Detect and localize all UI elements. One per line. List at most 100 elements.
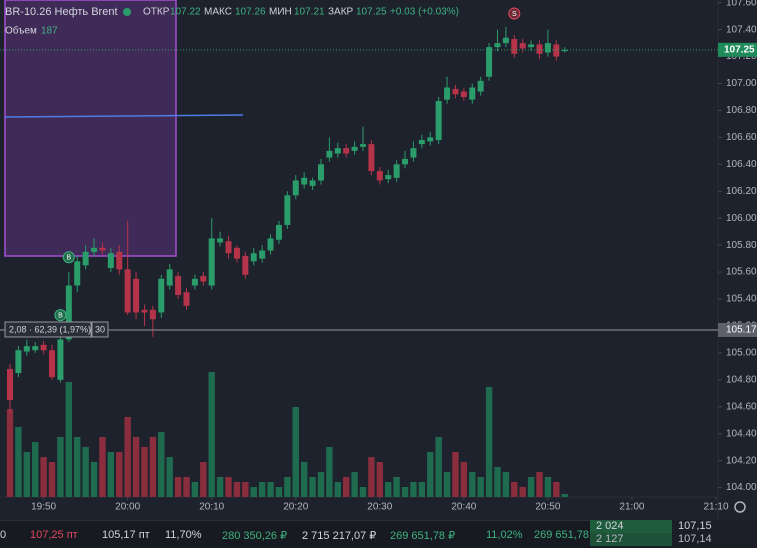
volume-bar <box>443 472 451 497</box>
volume-bar <box>233 482 241 497</box>
candle-body <box>116 251 123 270</box>
status-value: 107,25 пт <box>30 529 78 541</box>
volume-bar <box>410 482 417 497</box>
candle-body <box>82 251 89 266</box>
volume-bar <box>275 487 283 497</box>
volume-bar <box>309 477 316 497</box>
ohlc-change: +0.03 (+0.03%) <box>390 7 459 18</box>
candle-body <box>402 158 409 165</box>
trade-marker <box>54 309 67 322</box>
candle-body <box>486 47 493 77</box>
volume-bar <box>536 472 543 497</box>
volume-bar <box>166 457 173 497</box>
x-tick-label: 20:30 <box>367 502 392 513</box>
selection-rectangle <box>4 0 177 257</box>
y-tick-label: 104.80 <box>726 374 757 385</box>
status-value: 0 <box>0 529 7 541</box>
volume-bar <box>158 432 165 497</box>
volume-bar <box>292 407 299 497</box>
candle-body <box>360 144 366 147</box>
candle-body <box>444 87 451 100</box>
volume-bar <box>107 452 115 497</box>
volume-bar <box>393 477 400 497</box>
candle-body <box>149 309 156 320</box>
volume-bar <box>427 452 434 497</box>
volume-bar <box>23 452 31 497</box>
status-value: 11,70% <box>165 529 202 541</box>
volume-bar <box>183 477 190 497</box>
volume-bar <box>334 482 341 497</box>
volume-bar <box>502 472 510 497</box>
candle-body <box>326 150 333 158</box>
candle-body <box>317 164 324 181</box>
volume-bar <box>141 447 148 497</box>
candle-body <box>511 39 518 54</box>
settings-icon[interactable] <box>734 501 746 513</box>
volume-bar <box>494 467 501 497</box>
volume-bar <box>99 437 106 497</box>
order-price: 107,15 <box>678 520 712 532</box>
volume-bar <box>418 482 426 497</box>
candle-body <box>528 44 535 48</box>
candle-body <box>553 44 560 57</box>
candle-body <box>368 144 375 172</box>
candle-body <box>376 171 383 181</box>
y-tick-label: 106.60 <box>726 132 757 143</box>
x-tick-label: 20:50 <box>535 502 560 513</box>
volume-bar <box>200 462 207 497</box>
y-tick-label: 107.00 <box>726 78 757 89</box>
annotation-count: 30 <box>95 324 105 334</box>
y-tick-label: 106.80 <box>726 105 757 116</box>
candle-body <box>519 43 526 49</box>
volume-bar <box>359 487 367 497</box>
volume-bar <box>57 437 64 497</box>
y-tick-label: 107.60 <box>726 0 757 8</box>
x-tick-label: 19:50 <box>31 502 56 513</box>
volume-bar <box>368 457 375 497</box>
price-line-label: 105.17 <box>726 325 757 336</box>
volume-bar <box>149 437 157 497</box>
candle-body <box>561 49 568 52</box>
volume-bar <box>174 477 182 497</box>
volume-bar <box>15 427 22 497</box>
candle-body <box>15 350 22 374</box>
candle-body <box>49 350 56 378</box>
candle-body <box>267 238 274 251</box>
status-value: 269 651,78 <box>534 529 590 541</box>
volume-bar <box>191 482 199 497</box>
candle-body <box>32 346 39 351</box>
volume-bar <box>225 477 232 497</box>
axis-layer: 104.00 104.20 104.40 104.60 104.80 105.00 105.… <box>31 0 757 513</box>
candle-body <box>166 269 173 286</box>
candle-body <box>334 148 341 154</box>
candle-body <box>284 195 291 225</box>
candle-body <box>7 369 13 401</box>
y-tick-label: 106.00 <box>726 213 757 224</box>
candle-body <box>91 247 98 252</box>
volume-bar <box>460 462 468 497</box>
x-tick-label: 21:00 <box>619 502 644 513</box>
trade-marker <box>508 7 521 20</box>
annotation-count-box <box>91 321 109 338</box>
trend-line <box>4 114 244 118</box>
ohlc-value: 107.25 <box>356 7 387 18</box>
y-tick-label: 104.40 <box>726 428 757 439</box>
candle-body <box>385 175 392 180</box>
volume-bar <box>242 482 249 497</box>
volume-bar <box>511 482 518 497</box>
ohlc-label: МАКС <box>204 7 232 18</box>
candle-body <box>351 146 358 151</box>
candle-body <box>133 278 140 313</box>
status-value: 2 715 217,07 ₽ <box>302 530 377 542</box>
volume-bar <box>82 447 89 497</box>
ohlc-value: 107.22 <box>170 7 201 18</box>
candle-body <box>275 224 282 240</box>
candle-body <box>343 148 350 154</box>
price-layer: 2,08 · 62,39 (1,97%) 30 B B S <box>0 7 718 414</box>
candle-body <box>74 261 81 286</box>
status-value: 105,17 пт <box>102 529 150 541</box>
y-tick-label: 105.00 <box>726 348 757 359</box>
status-value: 11,02% <box>486 529 523 541</box>
order-size: 2 127 <box>596 533 624 545</box>
